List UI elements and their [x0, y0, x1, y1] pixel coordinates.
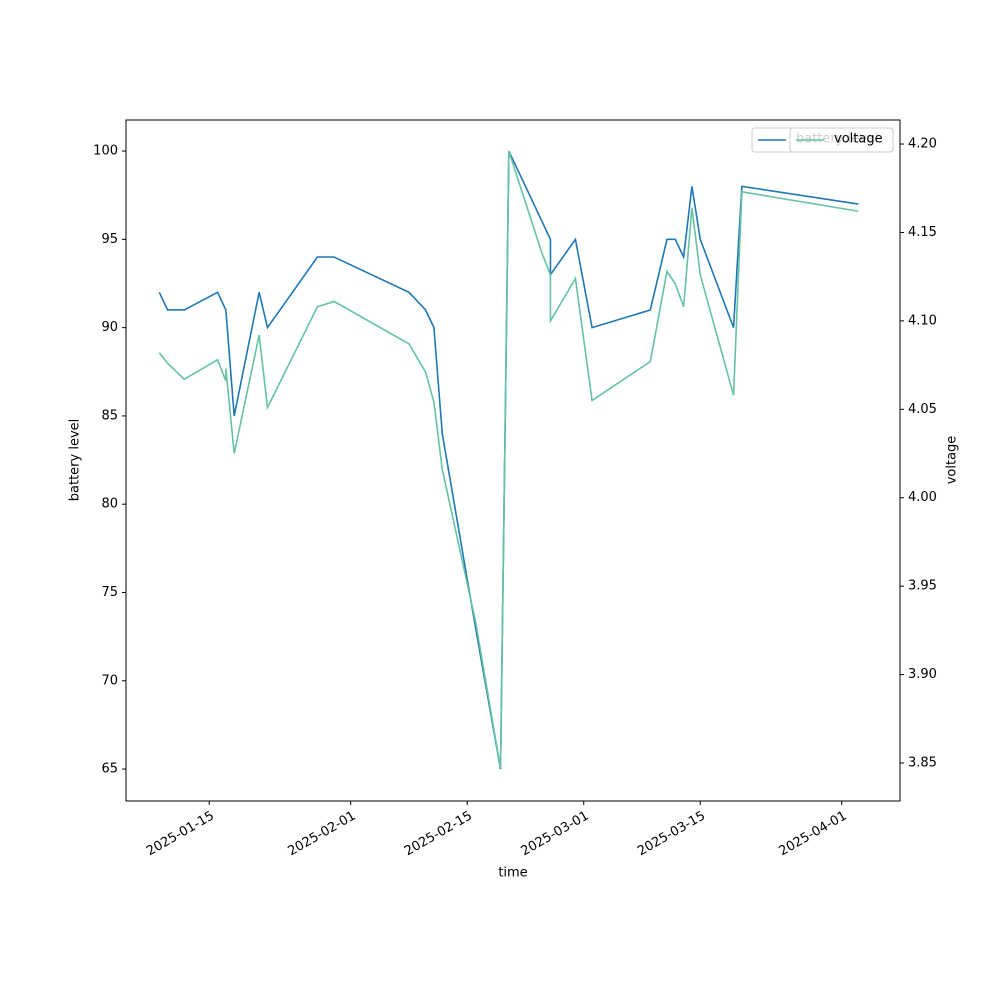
y-tick-label: 80	[101, 497, 118, 512]
y2-tick-label: 3.85	[908, 755, 937, 770]
legend: voltage	[789, 127, 894, 153]
data-line	[158, 150, 859, 769]
y2-tick-label: 4.20	[908, 137, 937, 152]
legend-label: voltage	[834, 132, 883, 147]
data-line	[158, 150, 859, 770]
y2-tick-label: 4.10	[908, 313, 937, 328]
y-tick-label: 100	[93, 144, 118, 159]
y2-tick-label: 4.00	[908, 490, 937, 505]
y-tick-label: 70	[101, 673, 118, 688]
y-axis-label: battery level	[68, 419, 83, 502]
y-tick-label: 95	[101, 232, 118, 247]
y2-tick-label: 3.95	[908, 579, 937, 594]
y-tick-label: 90	[101, 320, 118, 335]
y-tick-label: 85	[101, 408, 118, 423]
y2-tick-label: 4.15	[908, 225, 937, 240]
y2-tick-label: 4.05	[908, 402, 937, 417]
legend-box	[789, 127, 894, 153]
y-tick-label: 65	[101, 762, 118, 777]
y2-tick-label: 3.90	[908, 667, 937, 682]
plot-frame	[125, 119, 901, 802]
y-tick-label: 75	[101, 585, 118, 600]
y2-axis-label: voltage	[945, 436, 960, 485]
x-axis-label: time	[498, 866, 527, 881]
